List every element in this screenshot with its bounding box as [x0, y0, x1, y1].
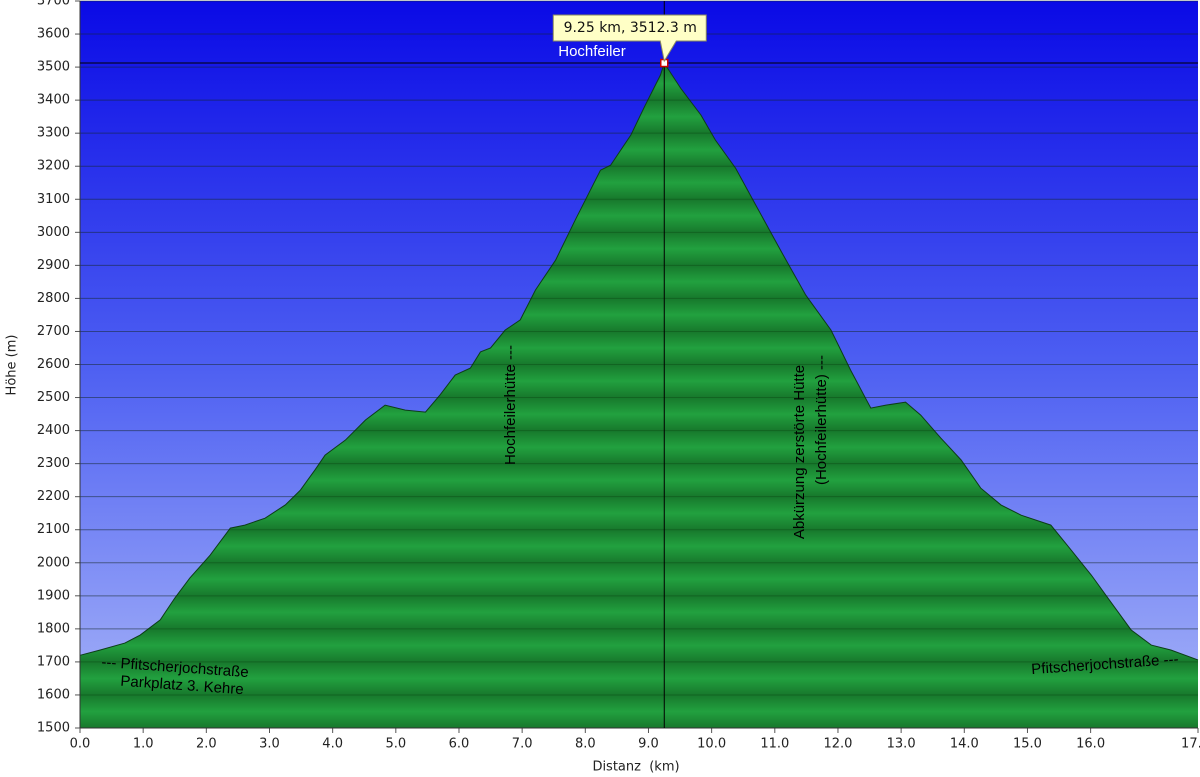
tooltip-box: [552, 14, 707, 63]
y-tick-label: 2700: [37, 324, 70, 339]
y-tick-label: 2200: [37, 489, 70, 504]
y-tick-label: 1600: [37, 687, 70, 702]
x-axis-title: Distanz (km): [592, 760, 679, 775]
x-tick-label: 10.0: [697, 737, 726, 752]
y-tick-label: 3600: [37, 27, 70, 42]
x-tick-label: 9.0: [638, 737, 659, 752]
y-tick-label: 1800: [37, 621, 70, 636]
tooltip-label: 9.25 km, 3512.3 m: [564, 20, 697, 36]
y-tick-label: 3500: [37, 60, 70, 75]
annotation: Abkürzung zerstörte Hütte: [791, 365, 808, 539]
annotation: Hochfeilerhütte ---: [502, 345, 519, 465]
y-tick-label: 2900: [37, 258, 70, 273]
elevation-area: [80, 63, 1198, 729]
x-tick-label: 0.0: [70, 737, 91, 752]
x-tick-label: 4.0: [322, 737, 343, 752]
x-tick-label: 7.0: [512, 737, 533, 752]
y-tick-label: 3700: [37, 0, 70, 9]
y-tick-label: 2600: [37, 357, 70, 372]
annotation: Hochfeiler: [558, 43, 626, 60]
x-tick-label: 2.0: [196, 737, 217, 752]
y-axis-title: Höhe (m): [5, 335, 20, 396]
x-tick-label: 13.0: [887, 737, 916, 752]
y-tick-label: 2100: [37, 522, 70, 537]
x-tick-label: 15.0: [1013, 737, 1042, 752]
y-tick-label: 2000: [37, 555, 70, 570]
y-tick-label: 3100: [37, 192, 70, 207]
x-tick-label: 6.0: [449, 737, 470, 752]
x-tick-label: 5.0: [385, 737, 406, 752]
y-tick-label: 3400: [37, 93, 70, 108]
x-tick-label: 16.0: [1076, 737, 1105, 752]
x-tick-label: 12.0: [823, 737, 852, 752]
x-tick-label: 14.0: [950, 737, 979, 752]
y-tick-label: 2300: [37, 456, 70, 471]
y-tick-label: 2800: [37, 291, 70, 306]
x-tick-label: 3.0: [259, 737, 280, 752]
y-tick-label: 1500: [37, 721, 70, 736]
elevation-line: [79, 61, 1199, 661]
y-tick-label: 3200: [37, 159, 70, 174]
y-tick-label: 2500: [37, 390, 70, 405]
x-tick-label: 17.7: [1181, 737, 1200, 752]
x-tick-label: 1.0: [133, 737, 154, 752]
annotation: (Hochfeilerhütte) ---: [813, 355, 830, 485]
x-tick-label: 8.0: [575, 737, 596, 752]
y-tick-label: 1900: [37, 588, 70, 603]
y-tick-label: 2400: [37, 423, 70, 438]
x-tick-label: 11.0: [760, 737, 789, 752]
y-tick-label: 3000: [37, 225, 70, 240]
y-tick-label: 1700: [37, 654, 70, 669]
y-tick-label: 3300: [37, 126, 70, 141]
